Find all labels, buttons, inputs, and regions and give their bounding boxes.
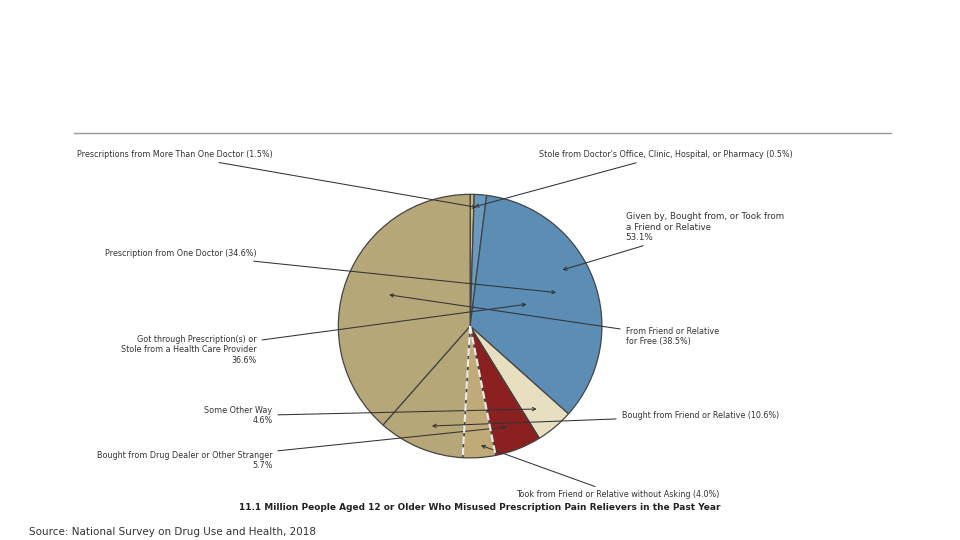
Wedge shape bbox=[470, 326, 568, 438]
Text: Took from Friend or Relative without Asking (4.0%): Took from Friend or Relative without Ask… bbox=[482, 446, 720, 500]
Text: Bought from Drug Dealer or Other Stranger
5.7%: Bought from Drug Dealer or Other Strange… bbox=[97, 426, 506, 470]
Wedge shape bbox=[338, 194, 470, 425]
Text: Given by, Bought from, or Took from
a Friend or Relative
53.1%: Given by, Bought from, or Took from a Fr… bbox=[564, 212, 783, 271]
Text: 11.1 Million People Aged 12 or Older Who Misused Prescription Pain Relievers in : 11.1 Million People Aged 12 or Older Who… bbox=[239, 503, 721, 512]
Wedge shape bbox=[463, 326, 495, 458]
Wedge shape bbox=[470, 195, 602, 414]
Text: Some Other Way
4.6%: Some Other Way 4.6% bbox=[204, 406, 536, 426]
Text: Got through Prescription(s) or
Stole from a Health Care Provider
36.6%: Got through Prescription(s) or Stole fro… bbox=[121, 303, 525, 364]
Text: Source Where Pain Relievers Were Obtained for Most Recent Misuse
among People Ag: Source Where Pain Relievers Were Obtaine… bbox=[151, 33, 814, 79]
Wedge shape bbox=[470, 194, 474, 326]
Wedge shape bbox=[470, 194, 487, 326]
Text: Source: National Survey on Drug Use and Health, 2018: Source: National Survey on Drug Use and … bbox=[29, 527, 316, 537]
Text: Prescription from One Doctor (34.6%): Prescription from One Doctor (34.6%) bbox=[105, 249, 555, 294]
Text: From Friend or Relative
for Free (38.5%): From Friend or Relative for Free (38.5%) bbox=[390, 294, 719, 346]
Text: Bought from Friend or Relative (10.6%): Bought from Friend or Relative (10.6%) bbox=[433, 411, 779, 428]
Text: Prescriptions from More Than One Doctor (1.5%): Prescriptions from More Than One Doctor … bbox=[77, 150, 475, 208]
Wedge shape bbox=[383, 326, 470, 458]
Wedge shape bbox=[470, 326, 540, 455]
Text: Stole from Doctor's Office, Clinic, Hospital, or Pharmacy (0.5%): Stole from Doctor's Office, Clinic, Hosp… bbox=[476, 150, 792, 207]
